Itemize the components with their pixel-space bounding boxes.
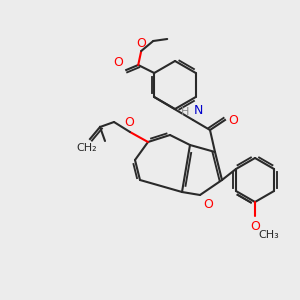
Text: CH₂: CH₂ [77, 143, 97, 153]
Text: H: H [181, 107, 189, 117]
Text: O: O [203, 198, 213, 211]
Text: O: O [124, 116, 134, 129]
Text: O: O [113, 56, 123, 69]
Text: O: O [250, 220, 260, 233]
Text: N: N [194, 104, 203, 117]
Text: CH₃: CH₃ [258, 230, 279, 240]
Text: O: O [228, 113, 238, 127]
Text: O: O [136, 37, 146, 50]
